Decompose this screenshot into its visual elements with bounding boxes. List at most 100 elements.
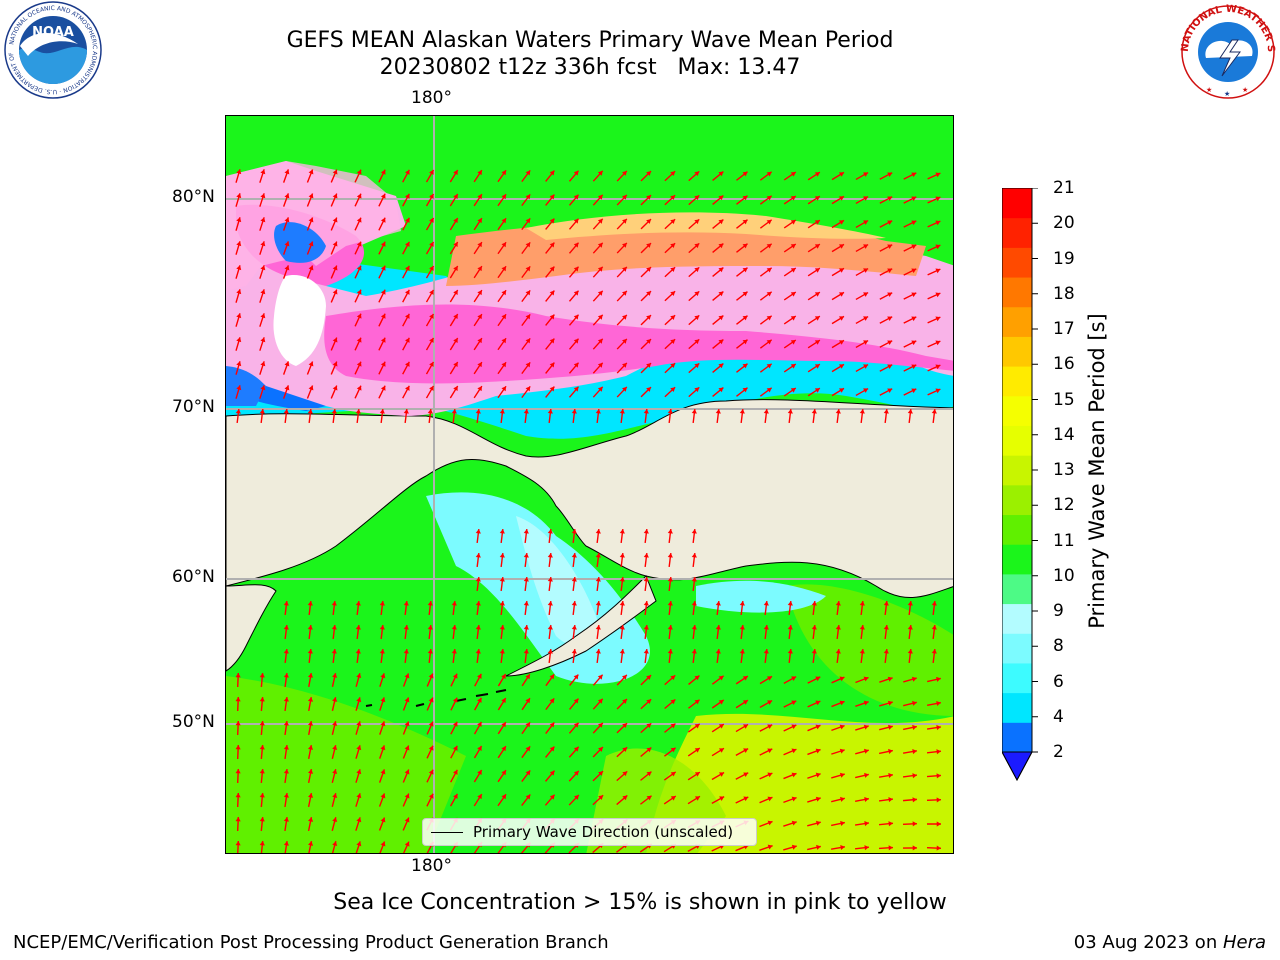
wave-arrow-head [790, 172, 796, 177]
wave-arrow-head [235, 817, 241, 822]
wave-arrow-head [787, 625, 793, 630]
wave-arrow-head [477, 290, 482, 296]
wave-arrow-head [573, 722, 579, 728]
wave-arrow-head [667, 409, 673, 414]
wave-arrow-head [619, 625, 625, 630]
wave-arrow-head [646, 675, 652, 680]
wave-arrow-head [259, 721, 265, 726]
wave-arrow-head [501, 722, 506, 728]
wave-arrow-head [284, 217, 290, 223]
wave-arrow-head [356, 313, 362, 319]
wave-arrow-head [573, 194, 579, 200]
wave-arrow-head [452, 697, 458, 703]
wave-arrow-head [525, 266, 531, 272]
wave-arrow-head [477, 338, 482, 344]
wave-arrow-head [887, 196, 893, 202]
wave-arrow-head [308, 385, 314, 391]
wave-arrow-head [429, 385, 434, 391]
wave-arrow-head [379, 601, 385, 606]
wave-arrow-head [667, 553, 673, 558]
wave-arrow-head [912, 845, 917, 851]
wave-arrow-head [911, 196, 917, 202]
wave-arrow-head [691, 577, 697, 582]
wave-arrow-head [694, 219, 700, 225]
colorbar-segment [1002, 514, 1032, 545]
wave-arrow-head [284, 241, 290, 247]
wave-arrow-head [332, 697, 338, 702]
wave-arrow-head [404, 769, 410, 775]
wave-arrow-head [259, 697, 265, 702]
wave-arrow-head [715, 601, 721, 606]
wave-arrow-head [863, 268, 869, 273]
wave-arrow-head [839, 748, 845, 754]
wave-arrow-head [307, 409, 313, 414]
wave-arrow-head [838, 340, 844, 345]
wave-arrow-head [767, 844, 773, 850]
wave-arrow-head [283, 745, 289, 750]
wave-arrow-head [403, 625, 409, 630]
colorbar-label: Primary Wave Mean Period [s] [1085, 313, 1109, 629]
wave-arrow-head [739, 649, 745, 654]
wave-arrow-head [405, 337, 410, 343]
wave-arrow-head [549, 242, 555, 248]
wave-arrow-head [283, 793, 289, 798]
wave-arrow-head [477, 745, 482, 751]
wave-arrow-head [405, 169, 410, 175]
wave-arrow-head [525, 314, 531, 320]
wave-arrow-head [259, 769, 265, 774]
wave-arrow-head [935, 196, 941, 202]
wave-arrow-head [887, 172, 893, 178]
wave-arrow-head [525, 386, 531, 392]
wave-arrow-head [453, 242, 458, 248]
wave-arrow-head [622, 699, 627, 704]
wave-arrow-head [887, 676, 893, 682]
footer-host: Hera [1222, 932, 1266, 953]
wave-arrow-head [525, 338, 531, 344]
ice-blue-patch-2 [226, 366, 266, 406]
wave-arrow-head [571, 649, 577, 654]
wave-arrow-head [863, 340, 869, 345]
wave-arrow-head [332, 721, 338, 726]
wave-arrow-head [380, 721, 386, 727]
wave-arrow-head [499, 409, 505, 414]
wave-arrow-head [646, 243, 651, 248]
wave-arrow-head [477, 314, 482, 320]
wave-arrow-head [260, 289, 266, 295]
wave-arrow-head [477, 721, 482, 727]
wave-arrow-head [814, 220, 820, 225]
wave-arrow-head [403, 601, 409, 606]
wave-arrow-head [547, 601, 553, 606]
wave-arrow-head [236, 313, 242, 319]
wave-arrow-head [453, 338, 458, 344]
wave-arrow-head [260, 241, 266, 247]
wave-arrow-head [380, 361, 386, 367]
sea-ice-note: Sea Ice Concentration > 15% is shown in … [333, 890, 947, 915]
wave-arrow-head [863, 388, 869, 393]
wave-arrow-head [887, 724, 893, 730]
wave-arrow-head [356, 745, 362, 751]
wave-arrow-head [501, 290, 507, 296]
colorbar-segment [1002, 692, 1032, 723]
wave-arrow-head [499, 601, 505, 606]
wave-arrow-head [646, 363, 651, 368]
wave-arrow-head [332, 265, 338, 271]
wave-arrow-head [622, 771, 628, 777]
wave-arrow-head [453, 290, 458, 296]
wave-arrow-head [429, 337, 434, 343]
colorbar-segment [1002, 544, 1032, 575]
wave-arrow-head [670, 675, 676, 681]
wave-arrow-head [523, 409, 529, 414]
wave-arrow-head [573, 314, 579, 320]
wave-arrow-head [356, 193, 362, 199]
wave-arrow-head [863, 724, 869, 730]
noaa-logo-text: NOAA [32, 25, 74, 40]
wave-arrow-head [453, 194, 458, 200]
wave-arrow-head [235, 745, 241, 750]
wave-arrow-head [619, 601, 625, 606]
wave-arrow-head [260, 193, 266, 199]
wave-arrow-head [814, 388, 820, 393]
wave-arrow-head [598, 746, 603, 752]
wave-arrow-head [718, 315, 724, 321]
wave-arrow-head [643, 649, 649, 654]
wave-arrow-head [332, 841, 338, 847]
